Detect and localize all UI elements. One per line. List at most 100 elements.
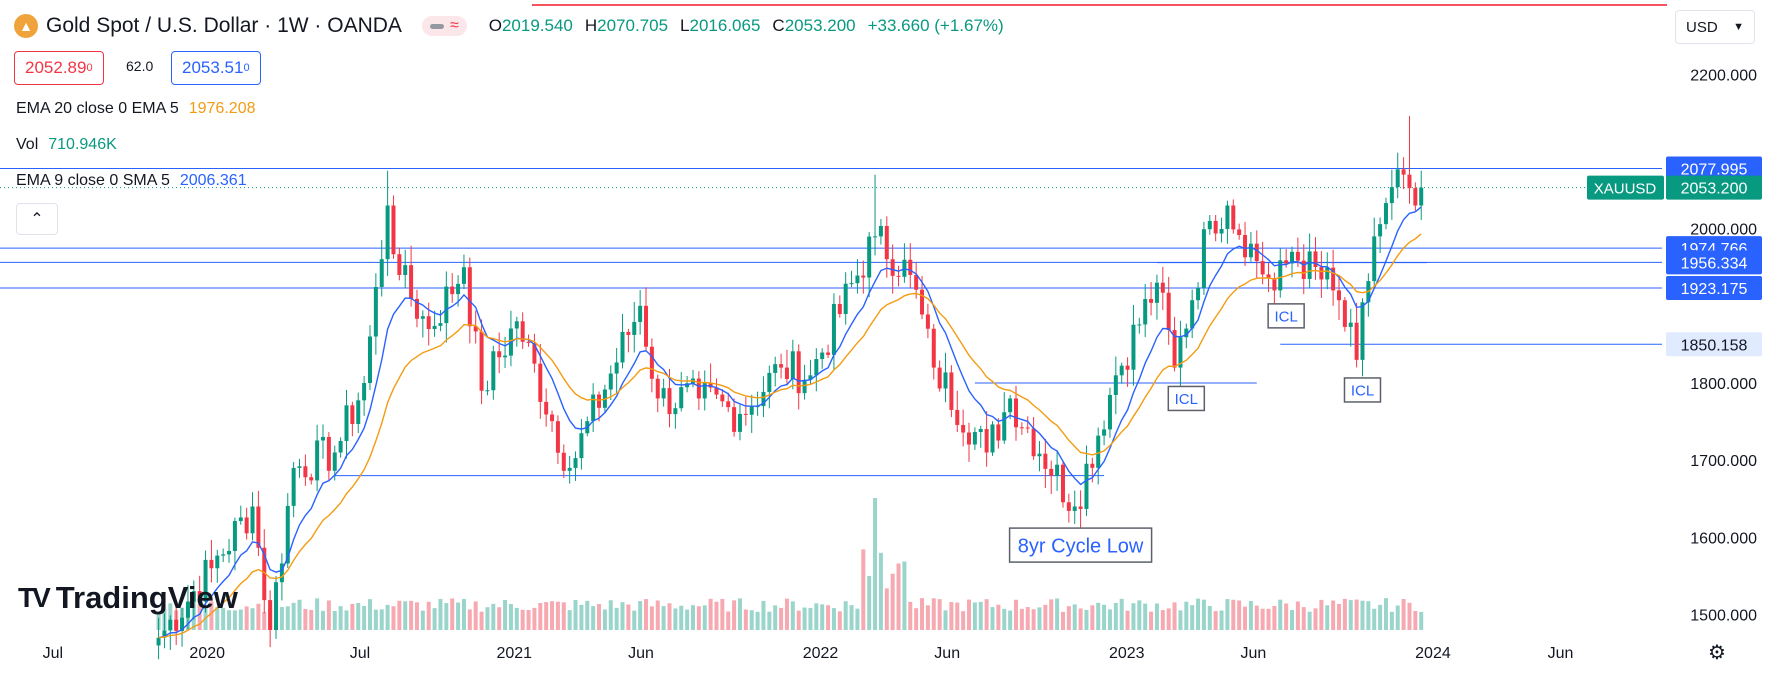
volume-bar	[861, 549, 866, 630]
volume-bar	[232, 610, 237, 630]
candle-body	[209, 559, 214, 569]
volume-bar	[708, 598, 713, 630]
candle-body	[1113, 375, 1118, 395]
candle-body	[726, 401, 731, 408]
candle-body	[1231, 205, 1236, 230]
volume-bar	[702, 605, 707, 630]
candle-body	[855, 275, 860, 284]
currency-selector[interactable]: USD ▼	[1675, 10, 1755, 44]
price-tag-text: 2077.995	[1681, 161, 1748, 178]
candle-body	[1243, 235, 1248, 258]
candle-body	[878, 225, 883, 237]
candle-body	[937, 367, 942, 389]
candle-body	[743, 413, 748, 415]
volume-bar	[197, 604, 202, 630]
gold-coin-icon: ▲	[14, 14, 38, 38]
candle-body	[1331, 267, 1336, 291]
collapse-legend-button[interactable]: ⌃	[16, 203, 58, 235]
candle-body	[638, 305, 643, 322]
volume-bar	[878, 552, 883, 630]
volume-bar	[890, 573, 895, 630]
volume-bar	[1254, 605, 1259, 630]
candle-body	[555, 421, 560, 453]
settings-icon[interactable]: ⚙	[1708, 642, 1726, 664]
candle-body	[949, 372, 954, 410]
tradingview-wordmark: TradingView	[55, 580, 238, 615]
candle-body	[379, 259, 384, 287]
ema-slow-line	[158, 233, 1422, 639]
candle-body	[1008, 398, 1013, 413]
candle-body	[1295, 251, 1300, 261]
candle-body	[908, 259, 913, 275]
volume-bar	[1395, 605, 1400, 630]
indicator-ema9[interactable]: EMA 9 close 0 SMA 5 2006.361	[16, 172, 247, 190]
candle-body	[315, 440, 320, 481]
volume-bar	[514, 607, 519, 630]
candle-body	[1301, 260, 1306, 279]
candle-body	[579, 433, 584, 459]
price-tag: 2077.995	[1666, 156, 1762, 181]
buy-button[interactable]: 2053.51 0	[171, 51, 261, 85]
ohlc-open-value: 2019.540	[501, 16, 573, 35]
price-tag: 1956.334	[1666, 250, 1762, 275]
candle-body	[385, 205, 390, 260]
candle-body	[802, 379, 807, 394]
volume-bar	[303, 608, 308, 630]
annotation-box	[1008, 527, 1153, 563]
volume-bar	[755, 611, 760, 630]
candle-body	[526, 341, 531, 343]
price-tag-text: 1956.334	[1681, 255, 1748, 272]
visibility-toggle[interactable]: ≈	[421, 16, 467, 36]
y-axis: 1500.000 1600.000 1700.000 1800.000 2000.000…	[1690, 67, 1757, 624]
candle-body	[573, 458, 578, 468]
candle-body	[1248, 243, 1253, 258]
candle-body	[943, 372, 948, 389]
candle-body	[1307, 251, 1312, 279]
indicator-volume[interactable]: Vol 710.946K	[16, 136, 117, 154]
volume-bar	[908, 601, 913, 630]
volume-bar	[614, 607, 619, 630]
volume-bar	[1154, 603, 1159, 630]
candle-body	[773, 364, 778, 373]
volume-bar	[773, 605, 778, 630]
icl-annotation: ICL	[1343, 377, 1382, 403]
volume-bar	[291, 602, 296, 630]
candle-body	[1002, 412, 1007, 441]
sell-button[interactable]: 2052.89 0	[14, 51, 104, 85]
candle-body	[356, 400, 361, 425]
volume-bar	[726, 611, 731, 630]
volume-bar	[238, 609, 243, 630]
candle-body	[162, 630, 167, 638]
candle-body	[608, 373, 613, 390]
x-tick-label: Jun	[934, 645, 960, 662]
volume-bar	[1178, 610, 1183, 630]
candle-body	[1266, 274, 1271, 279]
candle-body	[362, 383, 367, 401]
candle-body	[1125, 365, 1130, 370]
candle-body	[849, 283, 854, 285]
candle-body	[414, 298, 419, 319]
candle-body	[967, 432, 972, 445]
volume-bar	[743, 609, 748, 630]
volume-bar	[1360, 600, 1365, 630]
volume-bar	[1401, 599, 1406, 630]
volume-bar	[1313, 608, 1318, 630]
volume-bar	[244, 606, 249, 630]
volume-bar	[591, 606, 596, 630]
candle-body	[820, 352, 825, 360]
candle-body	[1284, 260, 1289, 264]
indicator-ema20[interactable]: EMA 20 close 0 EMA 5 1976.208	[16, 100, 255, 118]
icl-annotation: ICL	[1267, 303, 1305, 329]
volume-bar	[262, 611, 267, 630]
symbol-title[interactable]: Gold Spot / U.S. Dollar · 1W · OANDA	[46, 14, 402, 37]
candle-body	[1336, 290, 1341, 301]
volume-bar	[1013, 599, 1018, 630]
volume-bar	[356, 603, 361, 630]
volume-bar	[1207, 605, 1212, 630]
volume-bar	[221, 607, 226, 630]
candle-body	[931, 328, 936, 368]
volume-bar	[1102, 604, 1107, 630]
candle-body	[291, 467, 296, 506]
volume-bar	[1237, 600, 1242, 630]
